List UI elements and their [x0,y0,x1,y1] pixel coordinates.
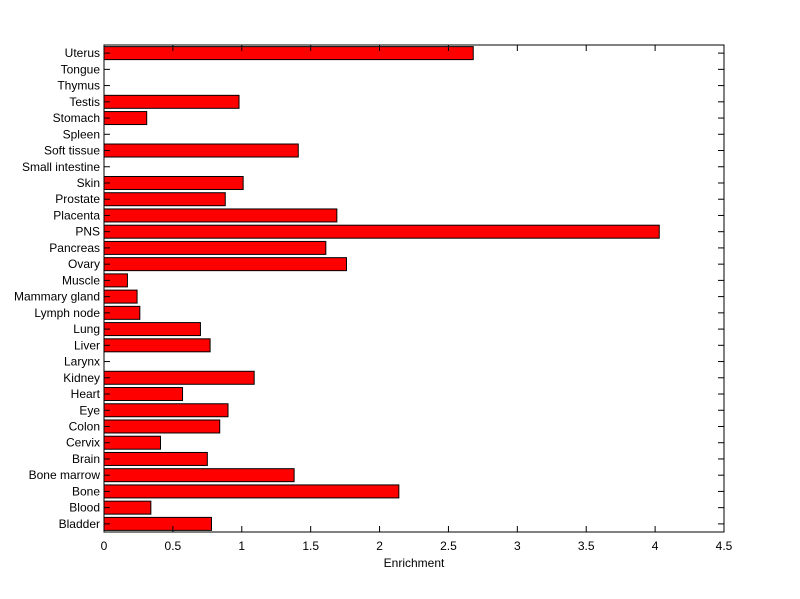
y-tick-label: Skin [77,176,100,190]
y-tick-label: Placenta [53,208,100,222]
ticks-group [103,45,725,532]
bar-blood [103,500,152,515]
y-tick-label: Soft tissue [44,144,100,158]
y-tick-label: Heart [71,387,101,401]
bar-skin [103,175,244,190]
x-tick-label: 2.5 [440,539,457,553]
y-tick-label: Testis [69,95,100,109]
bar-bone-marrow [103,468,295,483]
x-tick-label: 3 [514,539,521,553]
y-tick-label: Bone [72,484,100,498]
bar-lung [103,322,201,337]
x-tick-label: 4 [652,539,659,553]
bar-soft-tissue [103,143,299,158]
y-tick-label: Muscle [62,273,100,287]
y-tick-label: PNS [75,225,100,239]
y-tick-label: Cervix [66,436,100,450]
y-tick-label: Kidney [63,371,100,385]
y-tick-label: Uterus [65,46,100,60]
y-tick-label: Lung [73,322,100,336]
bar-bladder [103,516,212,531]
y-tick-label: Thymus [57,79,100,93]
bar-testis [103,94,240,109]
bar-heart [103,387,184,402]
bar-ovary [103,257,347,272]
bar-eye [103,403,229,418]
y-tick-label: Lymph node [34,306,100,320]
y-tick-labels: Uterus Tongue Thymus Testis Stomach Spleen Sof… [14,46,101,531]
y-tick-label: Colon [69,419,100,433]
bar-pns [103,224,660,239]
x-tick-label: 1 [238,539,245,553]
x-tick-label: 1.5 [302,539,319,553]
y-tick-label: Eye [79,403,100,417]
bar-prostate [103,192,226,207]
x-tick-label: 3.5 [578,539,595,553]
y-tick-label: Brain [72,452,100,466]
bar-placenta [103,208,338,223]
bar-colon [103,419,221,434]
plot-area [104,45,724,532]
bar-bone [103,484,400,499]
y-tick-label: Liver [74,338,100,352]
bar-uterus [103,46,474,61]
y-tick-label: Blood [69,501,100,515]
x-tick-label: 0 [101,539,108,553]
bar-brain [103,451,208,466]
bar-pancreas [103,240,327,255]
x-tick-label: 4.5 [716,539,733,553]
y-tick-label: Mammary gland [14,290,100,304]
x-tick-label: 0.5 [165,539,182,553]
plot-frame [103,44,725,533]
y-tick-label: Ovary [68,257,100,271]
y-tick-label: Larynx [64,355,100,369]
bar-liver [103,338,211,353]
y-tick-label: Tongue [61,62,101,76]
y-tick-label: Small intestine [22,160,100,174]
y-tick-label: Stomach [53,111,100,125]
bar-cervix [103,435,161,450]
x-axis-title: Enrichment [384,556,445,570]
x-tick-label: 2 [376,539,383,553]
y-tick-label: Bladder [59,517,100,531]
bar-stomach [103,111,148,126]
x-tick-labels: 0 0.5 1 1.5 2 2.5 3 3.5 4 4.5 [101,539,733,553]
bar-kidney [103,370,255,385]
y-tick-label: Bone marrow [29,468,101,482]
y-tick-label: Prostate [55,192,100,206]
y-tick-label: Spleen [63,127,100,141]
y-tick-label: Pancreas [49,241,100,255]
